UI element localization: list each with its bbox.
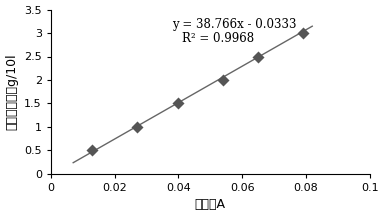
Point — [300, 31, 306, 35]
Point — [89, 149, 95, 152]
Text: R² = 0.9968: R² = 0.9968 — [182, 32, 254, 45]
Point — [175, 102, 182, 105]
X-axis label: 吸光度A: 吸光度A — [195, 198, 226, 211]
Text: y = 38.766x - 0.0333: y = 38.766x - 0.0333 — [172, 18, 296, 31]
Point — [255, 55, 261, 58]
Point — [134, 125, 140, 129]
Point — [220, 78, 226, 82]
Y-axis label: 皂素质量浓度g/10l: 皂素质量浓度g/10l — [5, 53, 18, 130]
